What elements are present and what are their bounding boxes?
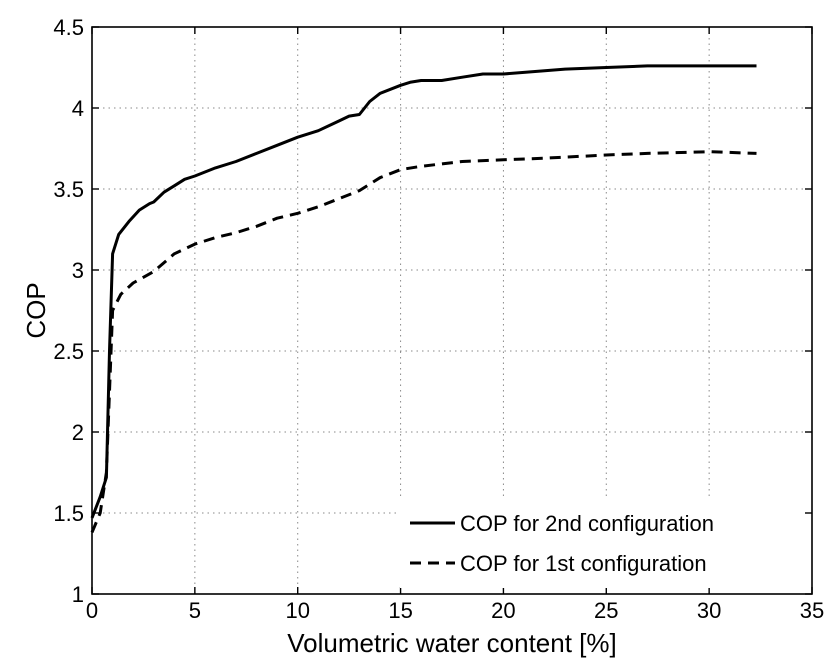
- y-tick-labels: 1 1.5 2 2.5 3 3.5 4 4.5: [53, 15, 84, 607]
- x-tick-label: 25: [594, 598, 618, 623]
- x-tick-label: 20: [491, 598, 515, 623]
- x-tick-label: 15: [388, 598, 412, 623]
- series-layer: [90, 64, 757, 533]
- y-tick-label: 4.5: [53, 15, 84, 40]
- series-line-2nd-configuration: [90, 64, 757, 519]
- x-tick-label: 35: [800, 598, 824, 623]
- x-tick-label: 0: [86, 598, 98, 623]
- y-tick-label: 1: [72, 582, 84, 607]
- x-tick-label: 10: [285, 598, 309, 623]
- legend-entry-2nd-configuration: COP for 2nd configuration: [460, 511, 714, 536]
- y-axis-label: COP: [21, 282, 51, 338]
- y-tick-label: 3.5: [53, 177, 84, 202]
- legend-box: [400, 500, 805, 588]
- x-tick-label: 5: [189, 598, 201, 623]
- x-tick-label: 30: [697, 598, 721, 623]
- legend-entry-1st-configuration: COP for 1st configuration: [460, 551, 707, 576]
- series-line-1st-configuration: [90, 150, 757, 533]
- x-axis-label: Volumetric water content [%]: [287, 628, 616, 658]
- plot-frame: [91, 26, 813, 595]
- legend: COP for 2nd configuration COP for 1st co…: [400, 500, 805, 588]
- y-tick-label: 2: [72, 420, 84, 445]
- y-tick-label: 3: [72, 258, 84, 283]
- y-tick-label: 4: [72, 96, 84, 121]
- y-tick-label: 1.5: [53, 501, 84, 526]
- axis-ticks: [91, 26, 813, 595]
- x-tick-labels: 0 5 10 15 20 25 30 35: [86, 598, 824, 623]
- y-tick-label: 2.5: [53, 339, 84, 364]
